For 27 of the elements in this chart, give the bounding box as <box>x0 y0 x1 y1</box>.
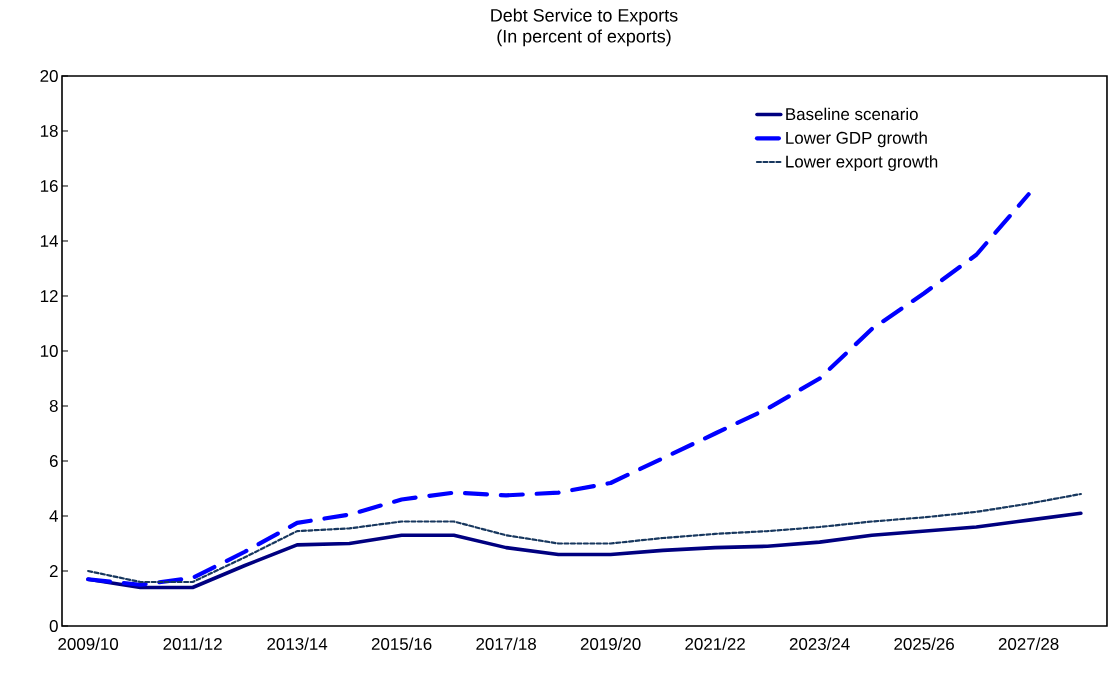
line-series <box>87 492 1082 584</box>
chart-subtitle: (In percent of exports) <box>497 29 671 47</box>
x-tick-label: 2011/12 <box>163 637 222 650</box>
y-tick-label: 18 <box>40 125 58 137</box>
legend-label: Lower GDP growth <box>786 131 927 148</box>
chart-title: Debt Service to Exports <box>491 8 678 26</box>
y-tick-label: 2 <box>49 565 58 577</box>
y-tick-label: 8 <box>49 400 58 412</box>
legend-label: Lower export growth <box>786 155 938 171</box>
x-tick-label: 2027/28 <box>998 637 1059 650</box>
x-tick-label: 2009/10 <box>58 637 119 650</box>
x-tick-label: 2015/16 <box>371 637 432 650</box>
y-tick-label: 0 <box>49 620 58 632</box>
x-tick-label: 2021/22 <box>685 637 745 650</box>
x-tick-label: 2013/14 <box>267 637 328 650</box>
x-tick-label: 2017/18 <box>476 637 536 650</box>
legend-label: Baseline scenario <box>786 107 918 121</box>
y-tick-label: 16 <box>40 180 58 192</box>
y-tick-label: 6 <box>49 455 58 467</box>
y-tick-label: 12 <box>40 290 58 302</box>
y-tick-label: 14 <box>40 235 58 247</box>
y-tick-label: 10 <box>40 345 58 357</box>
x-tick-label: 2023/24 <box>789 637 850 650</box>
y-tick-label: 4 <box>49 510 58 522</box>
x-tick-label: 2025/26 <box>894 637 954 650</box>
y-tick-label: 20 <box>40 70 58 82</box>
x-tick-label: 2019/20 <box>580 637 641 650</box>
